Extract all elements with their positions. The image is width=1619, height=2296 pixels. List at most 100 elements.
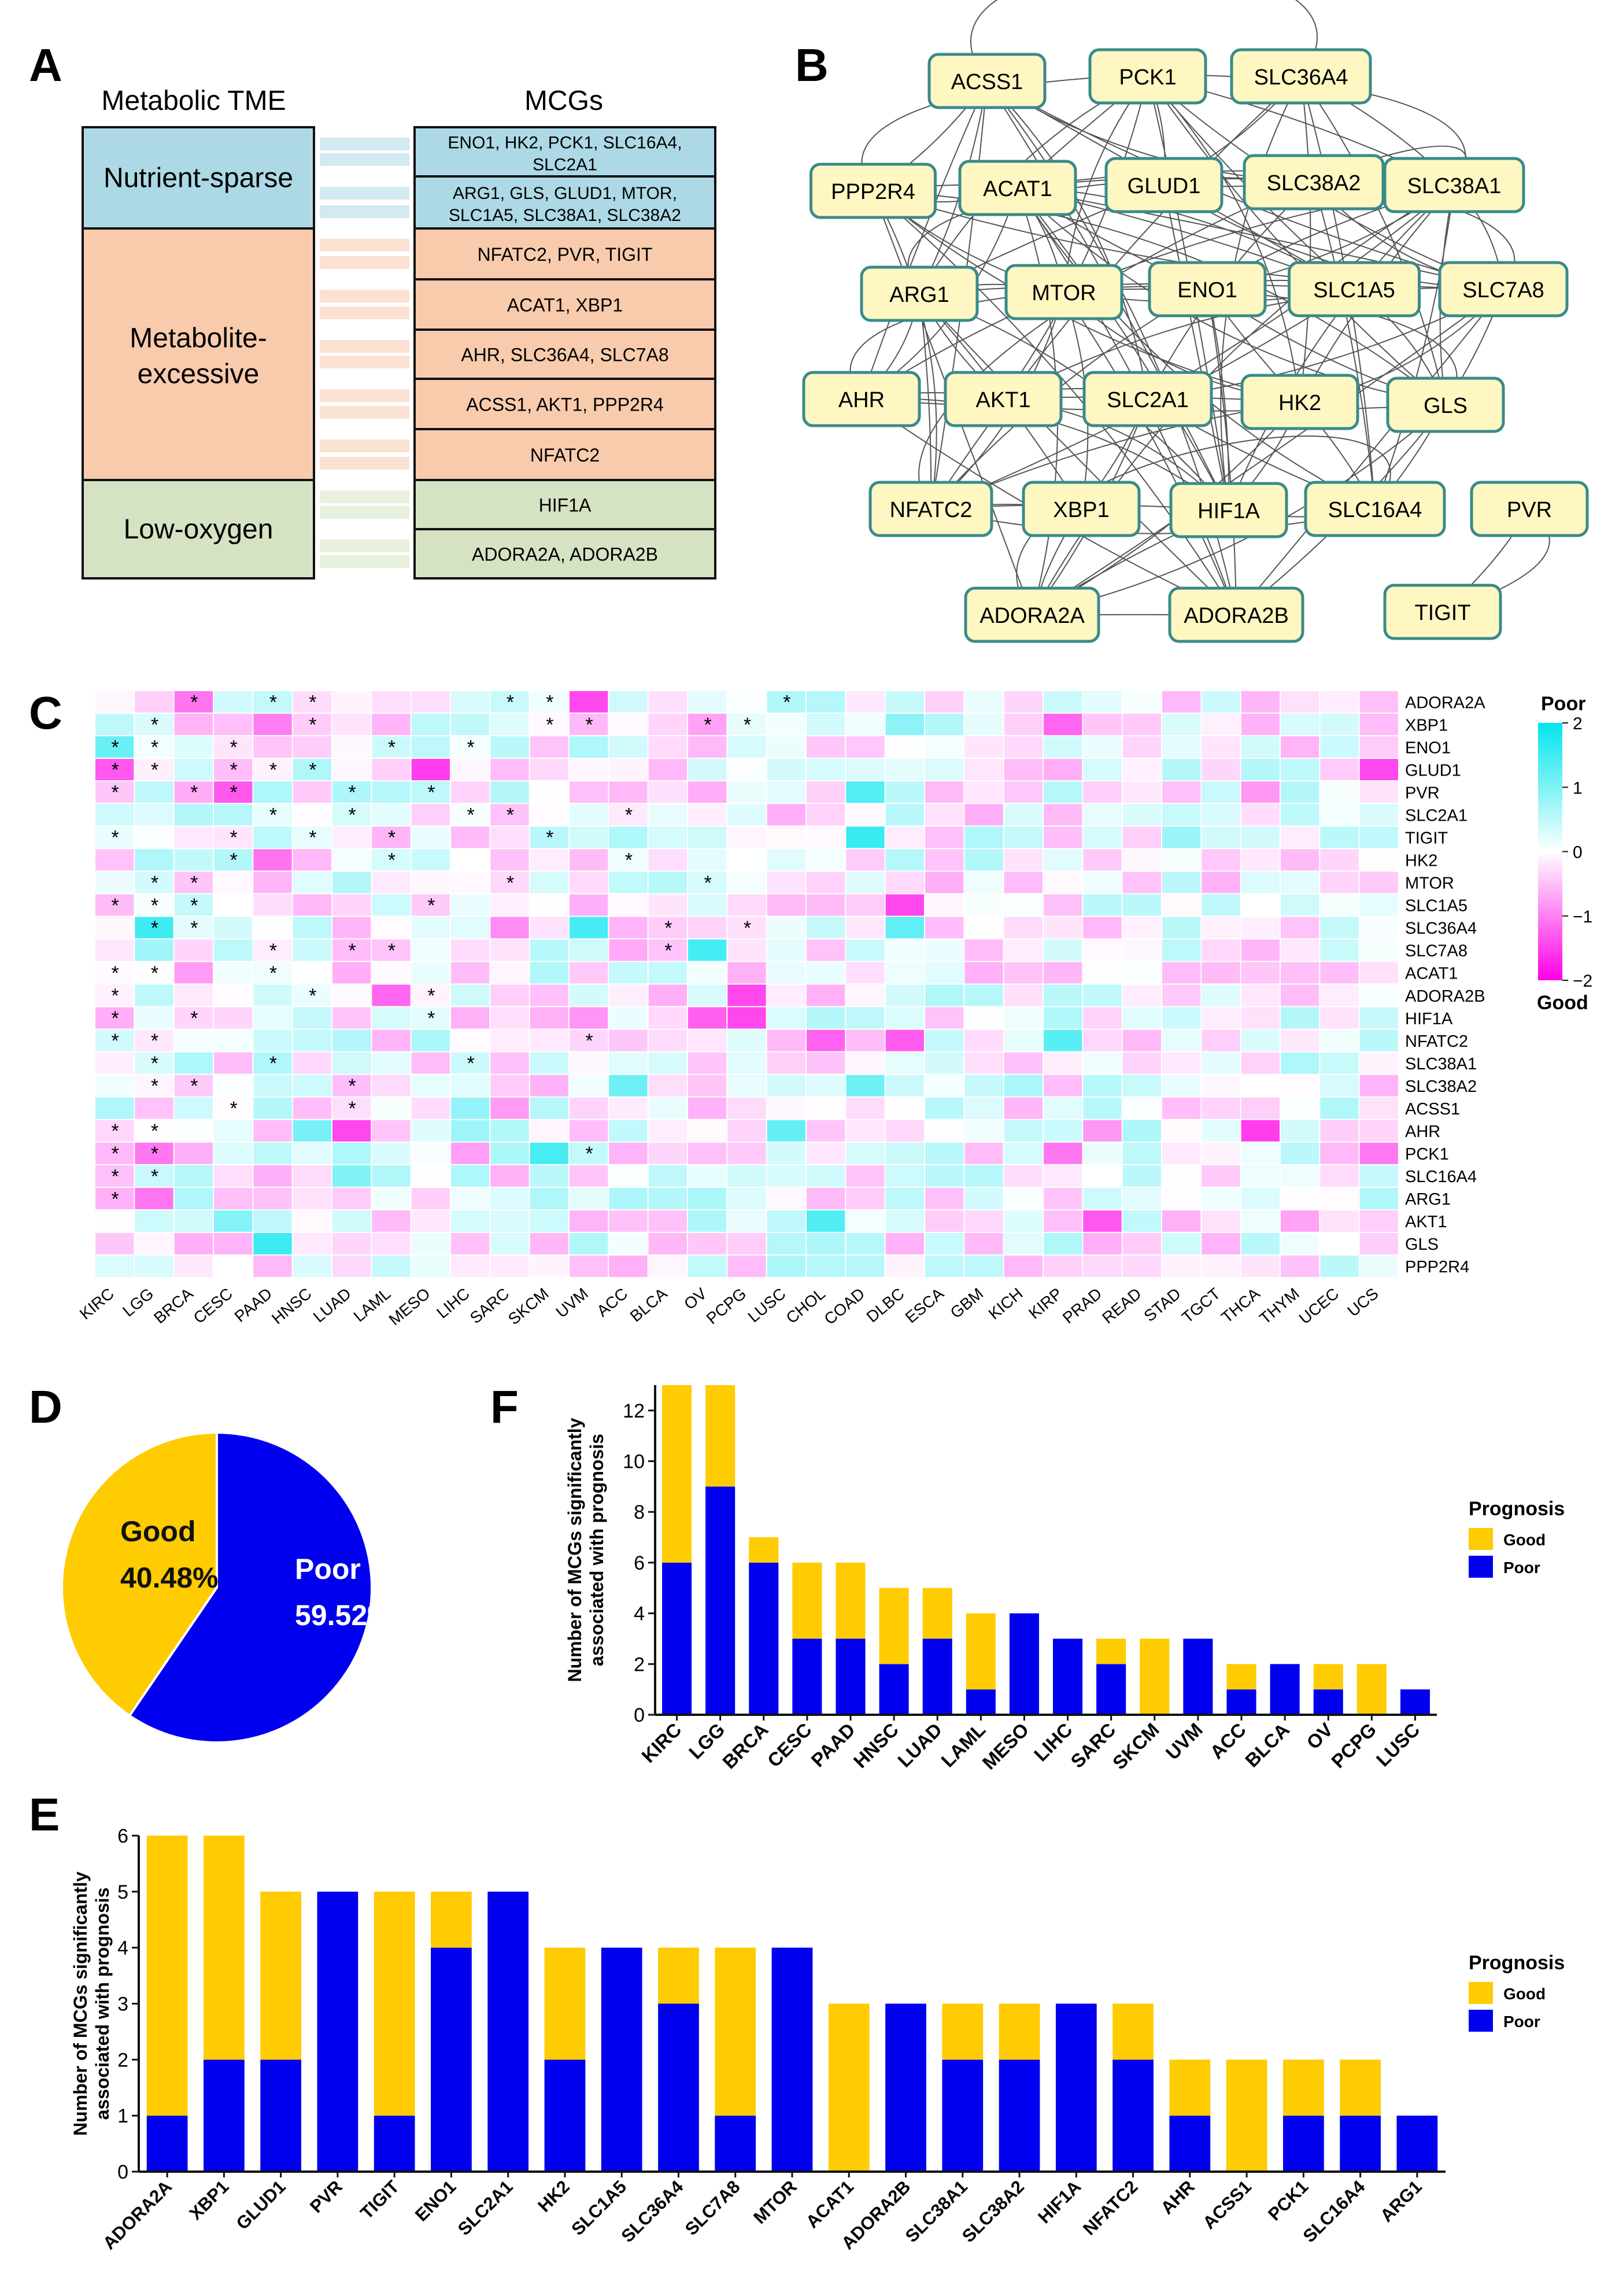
mcg-gene-box: [413, 479, 716, 530]
bar-segment-good: [792, 1562, 822, 1639]
heatmap-cell: [293, 1075, 331, 1097]
heatmap-cell: [490, 1255, 529, 1277]
bar-segment-poor: [204, 2059, 245, 2172]
heatmap-cell: [451, 1232, 490, 1254]
heatmap-cell: [1004, 826, 1043, 848]
heatmap-cell: [1359, 1165, 1398, 1187]
heatmap-cell: [846, 1097, 885, 1119]
heatmap-cell: [372, 1120, 411, 1142]
bar-chart-by-cancer: KIRCLGGBRCACESCPAADHNSCLUADLAMLMESOLIHCS…: [564, 1385, 1565, 1774]
heatmap-cell: [609, 939, 648, 961]
significance-star: *: [507, 691, 514, 713]
significance-star: *: [190, 895, 198, 917]
heatmap-cell: [1359, 1075, 1398, 1097]
heatmap-cell: [372, 804, 411, 826]
heatmap-cell: [451, 894, 490, 916]
heatmap-cell: [293, 1255, 331, 1277]
heatmap-cell: [451, 781, 490, 803]
heatmap-cell: [727, 917, 766, 939]
heatmap-cell: [727, 1187, 766, 1209]
heatmap-row-label: ARG1: [1405, 1190, 1451, 1209]
heatmap-cell: [1320, 1029, 1359, 1051]
heatmap-row-label: ENO1: [1405, 739, 1451, 757]
bar-segment-poor: [1400, 1689, 1430, 1715]
y-tick-label: 0: [117, 2161, 128, 2183]
heatmap-cell: [411, 804, 450, 826]
significance-star: *: [586, 714, 593, 736]
network-node-slc36a4: [1230, 48, 1372, 105]
significance-star: *: [112, 1030, 119, 1052]
heatmap-cell: [530, 1142, 568, 1164]
heatmap-cell: [846, 804, 885, 826]
heatmap-cell: [490, 1075, 529, 1097]
heatmap-cell: [885, 939, 924, 961]
heatmap-cell: [135, 1029, 173, 1051]
heatmap-cell: [767, 1142, 805, 1164]
heatmap-cell: [372, 1165, 411, 1187]
heatmap-cell: [727, 1075, 766, 1097]
heatmap-cell: [925, 917, 964, 939]
heatmap-cell: [1083, 962, 1122, 984]
heatmap-cell: [214, 962, 253, 984]
bar-segment-good: [204, 1836, 245, 2060]
heatmap-cell: [1004, 1075, 1043, 1097]
significance-star: *: [664, 940, 672, 962]
heatmap-cells: [95, 691, 1398, 1277]
network-edge: [970, 0, 1318, 82]
heatmap-cell: [174, 984, 213, 1006]
significance-star: *: [190, 691, 198, 713]
heatmap-cell: [688, 1165, 727, 1187]
heatmap-cell: [767, 1029, 805, 1051]
heatmap-cell: [530, 1255, 568, 1277]
heatmap-col-label: UCEC: [1296, 1284, 1343, 1328]
mcg-gene-box: [413, 175, 716, 230]
heatmap-cell: [1320, 1120, 1359, 1142]
significance-star: *: [112, 895, 119, 917]
heatmap-cell: [1162, 804, 1201, 826]
network-node-glud1: [1104, 157, 1224, 213]
heatmap-cell: [530, 1187, 568, 1209]
heatmap-cell: [1083, 894, 1122, 916]
heatmap-cell: [1044, 1187, 1082, 1209]
bar-segment-good: [828, 2003, 870, 2172]
heatmap-col-label: UVM: [552, 1284, 592, 1322]
heatmap-cell: [688, 1142, 727, 1164]
heatmap-cell: [609, 872, 648, 894]
heatmap-cell: [332, 714, 371, 736]
heatmap-cell: [293, 1029, 331, 1051]
heatmap-cell: [1241, 1052, 1280, 1074]
heatmap-cell: [214, 849, 253, 871]
heatmap-cell: [1122, 984, 1161, 1006]
heatmap-cell: [609, 1232, 648, 1254]
pie-slice-good: [61, 1431, 218, 1718]
pie-chart: Good 40.48% Poor 59.52%: [61, 1431, 393, 1744]
heatmap-cell: [95, 1255, 134, 1277]
heatmap-cell: [411, 1007, 450, 1029]
heatmap-cell: [964, 917, 1003, 939]
heatmap-cell: [332, 917, 371, 939]
heatmap-cell: [1122, 1187, 1161, 1209]
heatmap-cell: [451, 1075, 490, 1097]
significance-star: *: [349, 1075, 356, 1097]
heatmap-cell: [372, 1075, 411, 1097]
significance-star: *: [151, 1120, 158, 1142]
connector-band: [320, 290, 409, 302]
significance-star: *: [112, 1143, 119, 1165]
heatmap-cell: [411, 759, 450, 781]
heatmap-cell: [609, 1097, 648, 1119]
significance-star: *: [230, 737, 238, 759]
heatmap-cell: [372, 826, 411, 848]
heatmap-cell: [1320, 804, 1359, 826]
heatmap-cell: [807, 691, 845, 713]
network-node-eno1: [1148, 261, 1267, 318]
x-tick-label: SKCM: [1108, 1719, 1163, 1774]
heatmap-cell: [688, 984, 727, 1006]
heatmap-cell: [1122, 872, 1161, 894]
heatmap-cell: [1241, 826, 1280, 848]
bar-segment-poor: [922, 1638, 952, 1715]
heatmap-cell: [1281, 1232, 1319, 1254]
heatmap-cell: [807, 962, 845, 984]
heatmap-col-label: BRCA: [150, 1284, 197, 1327]
heatmap-cell: [727, 939, 766, 961]
heatmap-cell: [1083, 1255, 1122, 1277]
